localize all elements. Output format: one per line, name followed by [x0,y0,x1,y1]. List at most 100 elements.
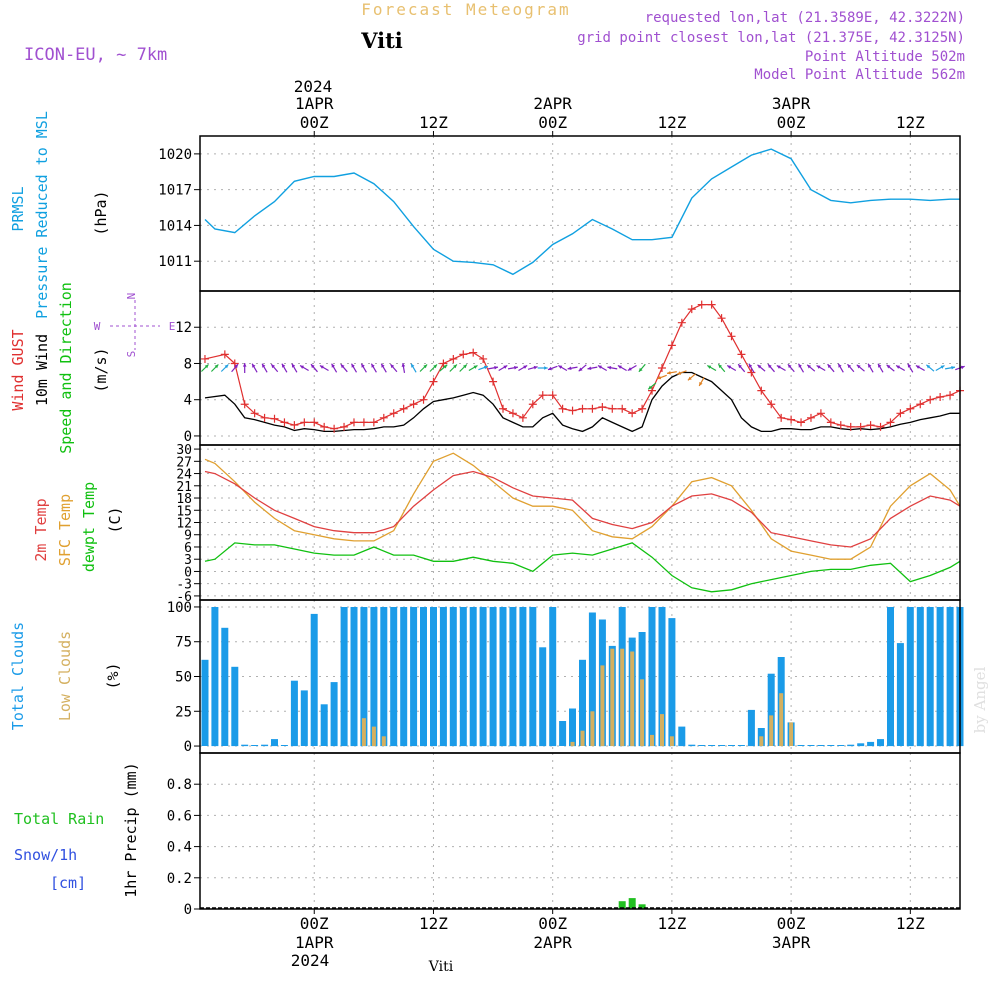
gust-marker [806,413,815,422]
total-cloud-bar [400,607,408,747]
bottom-hour-label: 00Z [777,914,806,933]
cloud-bars [201,607,964,747]
gust-marker [508,409,517,418]
requested-coords: requested lon,lat (21.3589E, 42.3222N) [645,10,965,26]
wind-arrowhead [291,363,296,368]
gust-marker [797,418,806,427]
wind-arrowhead [878,363,882,368]
total-cloud-bar [827,745,835,746]
total-cloud-bar [747,709,755,747]
wind-arrowhead [951,366,955,370]
wind-arrowhead [617,365,622,369]
wind-arrowhead [443,364,448,369]
total-cloud-bar [519,607,527,747]
total-cloud-bar [489,607,497,747]
wind-arrowhead [224,364,229,369]
total-cloud-bar [698,745,706,746]
top-year-label: 2024 [294,77,333,96]
wind-arrowhead [838,363,842,368]
gust-marker [399,404,408,413]
wind-arrowhead [727,365,732,369]
wind-arrowhead [371,363,375,368]
wind-arrowhead [533,365,538,370]
total-cloud-bar [241,744,249,747]
total-cloud-bar [946,607,954,747]
wind-arrowhead [776,365,781,369]
total-cloud-bar [211,607,219,747]
total-cloud-bar [330,682,338,747]
gust-marker [767,400,776,409]
plot-layer: 101110141017102004812-6-3036912151821242… [158,94,965,952]
wind-grid: 0 4 8 12 [175,291,960,445]
wind-arrowhead [331,363,335,368]
ytick-label: 1011 [158,254,192,270]
wind-arrowhead [748,363,753,368]
gust-marker [936,392,945,401]
total-cloud-bar [251,745,259,746]
cm-label: [cm] [50,874,86,892]
wind-arrowhead [361,363,365,368]
gust-marker [677,318,686,327]
ytick-label: 21 [176,480,192,495]
top-date-label: 2APR [533,94,572,113]
total-cloud-bar [320,704,328,746]
wind-arrowhead [214,364,219,369]
wind-arrowhead [657,375,662,380]
gust-marker [558,404,567,413]
wind-arrowhead [463,364,467,369]
wind-arrowhead [423,364,428,369]
wind-arrowhead [687,376,692,381]
total-cloud-bar [906,607,914,747]
precip-labels: Total Rain Snow/1h [cm] 1hr Precip (mm) [14,762,140,897]
wind-direction-arrows [200,362,965,390]
prmsl-label: PRMSL [9,186,27,231]
wind-arrowhead [319,365,324,369]
gust-marker [906,404,915,413]
gust-marker [489,377,498,386]
top-hour-label: 12Z [657,113,686,132]
pressure-grid: 1011 1014 1017 1020 [158,136,960,291]
gust-marker [568,406,577,415]
wind-arrowhead [523,365,528,369]
total-cloud-bar [390,607,398,747]
low-cloud-bar [361,718,366,746]
wind-arrowhead [311,364,315,369]
total-cloud-bar [896,643,904,746]
total-cloud-bar [430,607,437,747]
gust-marker [648,386,657,395]
total-cloud-bar [420,607,427,747]
total-cloud-bar [449,607,457,747]
total-cloud-bar [678,726,686,747]
wind-arrowhead [494,366,498,370]
gust-marker [538,391,547,400]
wind-arrowhead [578,367,583,372]
low-cloud-bar [650,734,654,746]
location-title: Viti [360,28,403,53]
gust-marker [449,354,458,363]
low-cloud-bar [620,648,625,747]
gust-marker [469,348,478,357]
bottom-hour-label: 12Z [419,914,448,933]
total-cloud-bar [539,647,547,747]
ytick-label: 9 [184,529,192,544]
gust-marker [598,402,607,411]
temp-labels: 2m Temp SFC Temp dewpt Temp (C) [32,482,124,572]
total-cloud-bar [559,721,567,746]
low-cloud-bar [640,679,645,747]
precip-unit-label: 1hr Precip (mm) [122,762,140,897]
wind-arrowhead [627,367,632,371]
ytick-label: -6 [176,590,192,605]
total-cloud-bar [380,607,388,747]
wind-arrowhead [483,365,488,370]
gust-marker [816,409,825,418]
total-cloud-bar [857,743,865,747]
total-cloud-bar [360,607,368,747]
bottom-hour-label: 00Z [300,914,329,933]
gust-marker [528,400,537,409]
wind-arrowhead [514,366,518,370]
low-cloud-bar [660,714,664,747]
gust-marker [459,350,468,359]
wind-arrowhead [798,363,802,368]
low-cloud-bar [769,715,774,746]
